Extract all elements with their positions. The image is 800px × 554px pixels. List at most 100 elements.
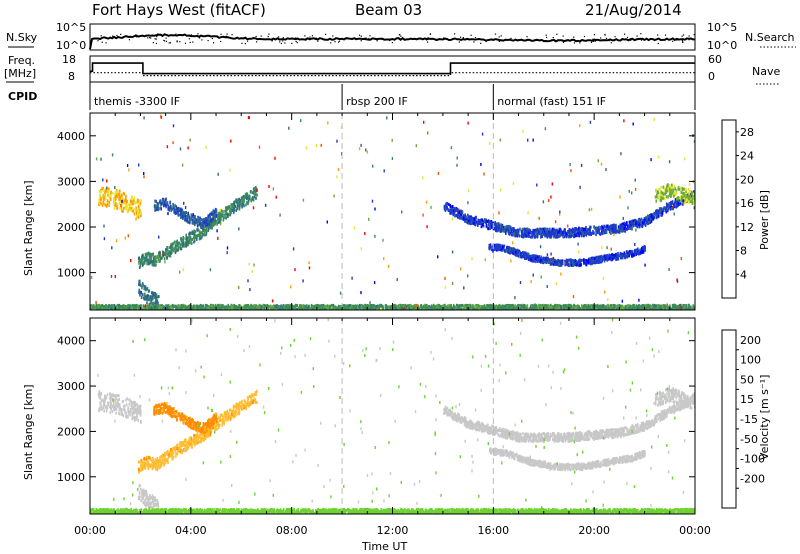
echo-cell — [635, 248, 638, 252]
echo-cell — [470, 217, 472, 221]
echo-cell — [512, 230, 515, 233]
echo-cell — [493, 222, 495, 226]
echo-cell — [166, 246, 168, 250]
echo-cell — [144, 297, 147, 301]
echo-cell — [679, 305, 681, 309]
noise-point — [201, 39, 203, 41]
echo-cell — [139, 201, 142, 205]
echo-cell — [235, 198, 238, 202]
echo-cell — [495, 223, 497, 227]
echo-cell — [625, 222, 628, 226]
echo-cell — [113, 197, 116, 201]
echo-cell — [616, 229, 618, 233]
echo-cell — [640, 222, 643, 226]
echo-cell — [545, 229, 548, 233]
echo-cell — [626, 255, 629, 259]
noise-point — [147, 37, 149, 39]
echo-cell — [597, 256, 600, 260]
echo-cell — [116, 205, 118, 209]
echo-cell — [109, 197, 112, 201]
echo-cell — [212, 217, 215, 221]
echo-cell — [600, 260, 603, 264]
echo-cell — [135, 201, 138, 204]
echo-cell — [241, 205, 243, 209]
echo-cell — [661, 210, 663, 214]
echo-cell — [465, 220, 467, 223]
echo-cell — [640, 250, 642, 254]
echo-cell — [202, 218, 204, 222]
echo-cell — [657, 191, 660, 195]
echo-cell — [213, 210, 215, 214]
nave-tick-top: 60 — [708, 53, 722, 66]
echo-cell — [568, 229, 570, 233]
echo-cell — [194, 236, 196, 240]
echo-cell — [676, 202, 679, 206]
echo-cell — [202, 304, 205, 308]
echo-cell — [609, 228, 612, 232]
echo-cell — [485, 224, 488, 227]
echo-cell — [483, 220, 485, 224]
echo-cell — [102, 187, 104, 190]
echo-cell — [639, 218, 642, 222]
noise-point — [399, 34, 401, 36]
echo-cell — [589, 227, 591, 231]
echo-cell — [224, 209, 226, 213]
echo-cell — [503, 227, 506, 231]
noise-point — [282, 40, 284, 42]
echo-cell — [627, 250, 630, 254]
echo-cell — [450, 211, 452, 215]
noise-point — [510, 37, 512, 39]
echo-cell — [593, 257, 596, 261]
echo-cell — [139, 203, 141, 207]
echo-cell — [147, 289, 150, 293]
echo-cell — [614, 224, 617, 228]
echo-cell — [174, 251, 177, 255]
echo-cell — [572, 233, 574, 236]
echo-cell — [547, 232, 550, 236]
echo-cell — [579, 263, 581, 267]
echo-cell — [662, 308, 664, 310]
echo-cell — [462, 216, 465, 220]
echo-cell — [526, 256, 529, 260]
echo-cell — [180, 214, 182, 218]
echo-cell — [581, 227, 584, 231]
echo-cell — [615, 230, 617, 234]
echo-cell — [245, 196, 248, 200]
echo-cell — [174, 244, 177, 248]
echo-cell — [494, 243, 496, 247]
echo-cell — [180, 211, 182, 215]
echo-cell — [200, 236, 202, 240]
noise-tick-right-bottom: 10^0 — [707, 39, 737, 52]
echo-cell — [530, 235, 532, 239]
echo-cell — [554, 258, 556, 262]
echo-cell — [667, 187, 669, 191]
echo-cell — [186, 214, 188, 218]
echo-cell — [690, 200, 692, 204]
echo-cell — [459, 216, 461, 220]
echo-cell — [591, 231, 594, 235]
echo-cell — [501, 223, 504, 227]
echo-cell — [658, 196, 661, 200]
echo-cell — [150, 301, 152, 305]
noise-point — [460, 36, 462, 38]
echo-cell — [629, 249, 631, 253]
echo-cell — [500, 224, 502, 228]
echo-cell — [182, 211, 185, 215]
echo-cell — [112, 191, 114, 195]
echo-cell — [627, 226, 630, 230]
noise-point — [626, 36, 629, 38]
noise-point — [664, 34, 667, 36]
echo-cell — [207, 214, 210, 218]
echo-cell — [100, 201, 102, 205]
echo-cell — [163, 204, 165, 208]
echo-cell — [182, 216, 184, 220]
echo-cell — [178, 207, 180, 211]
echo-cell — [154, 259, 157, 263]
echo-cell — [150, 298, 152, 302]
echo-cell — [558, 264, 561, 267]
echo-cell — [386, 308, 389, 310]
noise-point — [169, 42, 172, 44]
noise-point — [693, 34, 695, 36]
echo-cell — [572, 227, 574, 231]
echo-cell — [484, 220, 487, 224]
